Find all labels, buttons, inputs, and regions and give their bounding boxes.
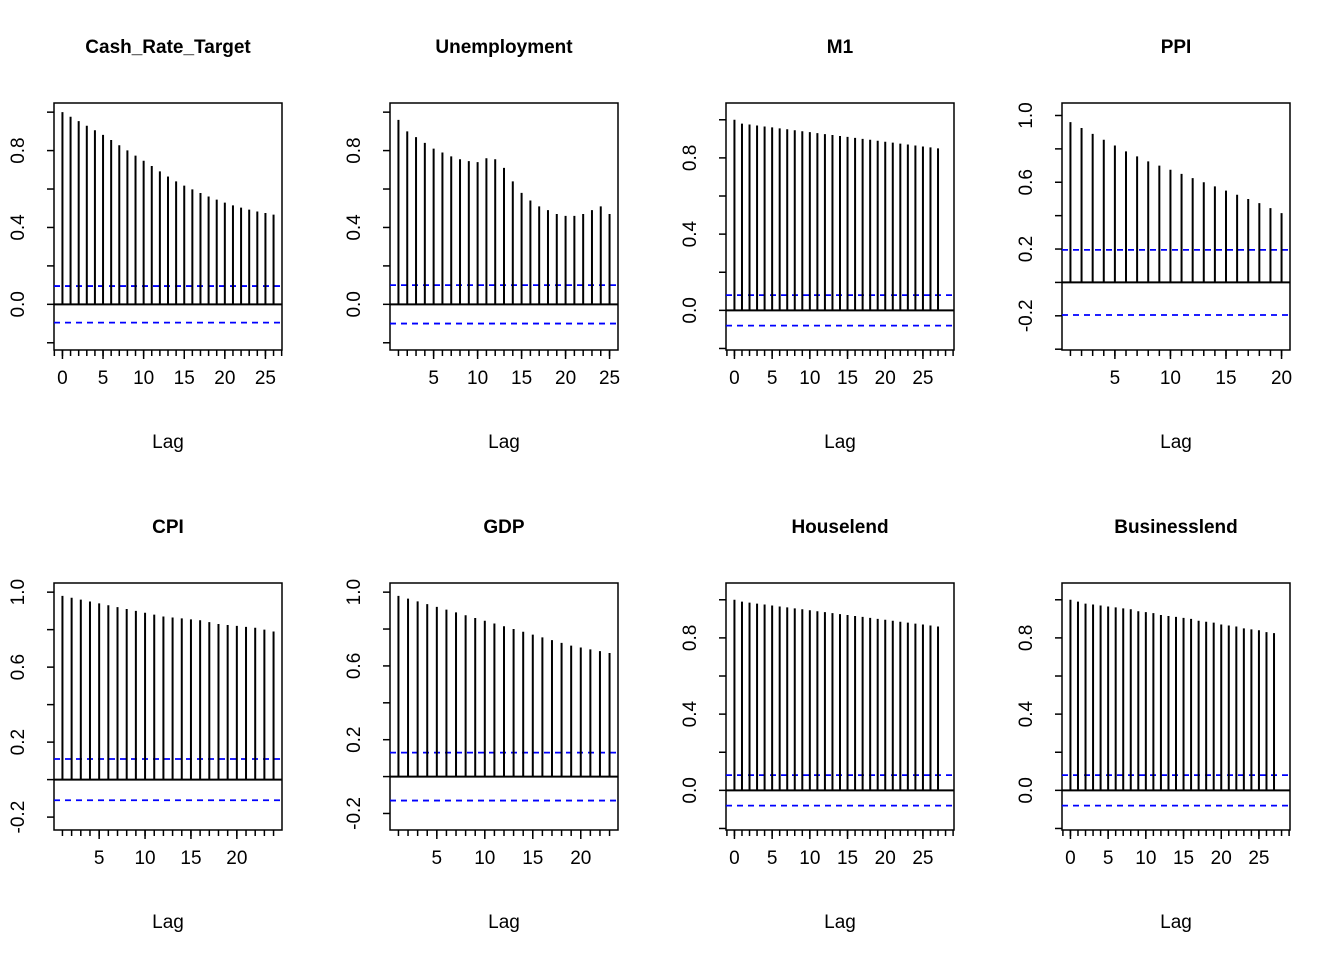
panel-title: PPI bbox=[1161, 37, 1192, 58]
x-axis-label: Lag bbox=[824, 432, 856, 453]
panel-title: Unemployment bbox=[435, 37, 573, 58]
y-tick-label: 0.4 bbox=[680, 700, 701, 727]
plot-frame bbox=[1061, 102, 1291, 351]
x-tick-label: 5 bbox=[432, 848, 443, 869]
x-tick-label: 0 bbox=[57, 368, 68, 389]
x-tick-label: 0 bbox=[1065, 848, 1076, 869]
y-tick-label: -0.2 bbox=[344, 797, 365, 830]
panel-title: CPI bbox=[152, 517, 184, 538]
x-axis-label: Lag bbox=[1160, 912, 1192, 933]
acf-panel: Businesslend 0 5 10 15 20 25 0.0 0.4 0.8 Lag bbox=[1016, 517, 1291, 933]
y-tick-label: 0.8 bbox=[8, 137, 29, 163]
x-tick-label: 15 bbox=[174, 368, 195, 389]
x-tick-label: 10 bbox=[799, 368, 820, 389]
y-tick-label: 0.8 bbox=[344, 137, 365, 163]
x-tick-label: 10 bbox=[799, 848, 820, 869]
x-tick-label: 15 bbox=[522, 848, 543, 869]
x-tick-label: 15 bbox=[511, 368, 532, 389]
x-tick-label: 15 bbox=[1215, 368, 1236, 389]
x-tick-label: 20 bbox=[875, 848, 896, 869]
x-axis-label: Lag bbox=[488, 432, 520, 453]
y-tick-label: 0.8 bbox=[1016, 625, 1037, 651]
y-tick-label: 0.8 bbox=[680, 625, 701, 651]
y-tick-label: 0.0 bbox=[1016, 777, 1037, 803]
y-tick-label: 0.4 bbox=[1016, 700, 1037, 727]
acf-panel: CPI 5 10 15 20 -0.2 0.2 0.6 1.0 Lag bbox=[8, 517, 283, 933]
y-tick-label: 0.2 bbox=[344, 726, 365, 752]
y-tick-label: 0.6 bbox=[1016, 169, 1037, 195]
acf-panel: GDP 5 10 15 20 -0.2 0.2 0.6 1.0 Lag bbox=[344, 517, 619, 933]
y-tick-label: 0.2 bbox=[8, 729, 29, 755]
x-tick-label: 20 bbox=[1211, 848, 1232, 869]
x-tick-label: 10 bbox=[133, 368, 154, 389]
x-axis-label: Lag bbox=[152, 912, 184, 933]
x-axis-label: Lag bbox=[488, 912, 520, 933]
x-tick-label: 25 bbox=[1248, 848, 1269, 869]
x-tick-label: 20 bbox=[214, 368, 235, 389]
x-tick-label: 0 bbox=[729, 848, 740, 869]
x-tick-label: 25 bbox=[599, 368, 620, 389]
x-tick-label: 5 bbox=[767, 368, 778, 389]
y-tick-label: 0.0 bbox=[680, 777, 701, 803]
panel-title: Cash_Rate_Target bbox=[85, 37, 251, 58]
panel-title: Houselend bbox=[791, 517, 888, 538]
x-tick-label: 15 bbox=[837, 848, 858, 869]
x-axis-label: Lag bbox=[152, 432, 184, 453]
x-tick-label: 10 bbox=[1135, 848, 1156, 869]
plot-frame bbox=[53, 582, 283, 831]
x-tick-label: 5 bbox=[1110, 368, 1121, 389]
y-tick-label: 0.0 bbox=[344, 291, 365, 317]
panel-title: GDP bbox=[483, 517, 525, 538]
x-tick-label: 10 bbox=[474, 848, 495, 869]
acf-panel: Unemployment 5 10 15 20 25 0.0 0.4 0.8 Lag bbox=[344, 37, 620, 453]
y-tick-label: 0.2 bbox=[1016, 236, 1037, 262]
y-tick-label: 1.0 bbox=[1016, 102, 1037, 128]
panel-title: M1 bbox=[827, 37, 854, 58]
x-tick-label: 20 bbox=[1271, 368, 1292, 389]
x-tick-label: 5 bbox=[767, 848, 778, 869]
panel-title: Businesslend bbox=[1114, 517, 1238, 538]
x-tick-label: 25 bbox=[912, 848, 933, 869]
x-tick-label: 5 bbox=[1103, 848, 1114, 869]
x-tick-label: 10 bbox=[134, 848, 155, 869]
y-tick-label: -0.2 bbox=[8, 801, 29, 834]
acf-panel: Houselend 0 5 10 15 20 25 0.0 0.4 0.8 Lag bbox=[680, 517, 955, 933]
y-tick-label: 0.4 bbox=[8, 214, 29, 241]
x-tick-label: 20 bbox=[570, 848, 591, 869]
y-tick-label: -0.2 bbox=[1016, 299, 1037, 332]
x-tick-label: 5 bbox=[94, 848, 105, 869]
x-tick-label: 20 bbox=[555, 368, 576, 389]
x-tick-label: 15 bbox=[837, 368, 858, 389]
y-tick-label: 0.4 bbox=[680, 220, 701, 247]
x-tick-label: 25 bbox=[912, 368, 933, 389]
y-tick-label: 0.6 bbox=[8, 654, 29, 680]
y-tick-label: 1.0 bbox=[344, 579, 365, 605]
x-tick-label: 10 bbox=[1160, 368, 1181, 389]
x-axis-label: Lag bbox=[824, 912, 856, 933]
y-tick-label: 0.6 bbox=[344, 653, 365, 679]
x-tick-label: 20 bbox=[226, 848, 247, 869]
x-tick-label: 10 bbox=[467, 368, 488, 389]
y-tick-label: 0.8 bbox=[680, 145, 701, 171]
x-tick-label: 15 bbox=[1173, 848, 1194, 869]
x-tick-label: 15 bbox=[180, 848, 201, 869]
x-tick-label: 25 bbox=[255, 368, 276, 389]
acf-panel: PPI 5 10 15 20 -0.2 0.2 0.6 1.0 Lag bbox=[1016, 37, 1292, 453]
y-tick-label: 0.0 bbox=[680, 297, 701, 323]
acf-panel: M1 0 5 10 15 20 25 0.0 0.4 0.8 Lag bbox=[680, 37, 955, 453]
x-tick-label: 5 bbox=[428, 368, 439, 389]
x-axis-label: Lag bbox=[1160, 432, 1192, 453]
y-tick-label: 0.0 bbox=[8, 291, 29, 317]
y-tick-label: 1.0 bbox=[8, 579, 29, 605]
x-tick-label: 0 bbox=[729, 368, 740, 389]
x-tick-label: 5 bbox=[98, 368, 109, 389]
y-tick-label: 0.4 bbox=[344, 214, 365, 241]
acf-panel: Cash_Rate_Target 0 5 10 15 20 25 0.0 0.4 0.8 Lag bbox=[8, 37, 283, 453]
x-tick-label: 20 bbox=[875, 368, 896, 389]
